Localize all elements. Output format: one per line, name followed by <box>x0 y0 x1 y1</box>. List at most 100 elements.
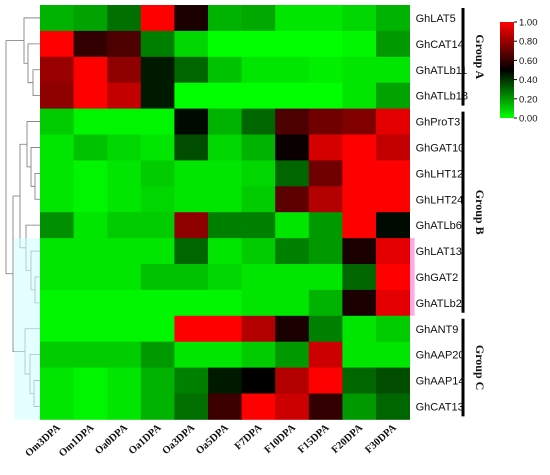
heatmap-cell <box>73 82 108 109</box>
row-label: GhLHT12 <box>416 168 464 180</box>
legend-tick-label: 0.80 <box>519 37 538 48</box>
heatmap-cell <box>208 289 242 317</box>
legend-tick-label: 1.00 <box>519 18 538 29</box>
heatmap-cell <box>241 56 276 84</box>
heatmap-cell <box>308 108 343 135</box>
heatmap-cell <box>241 212 276 239</box>
heatmap-cell <box>73 212 108 239</box>
heatmap-cell <box>107 108 142 135</box>
heatmap-cell <box>107 30 142 58</box>
column-label: F10DPA <box>263 422 299 456</box>
heatmap-cell <box>40 264 74 291</box>
heatmap-cell <box>342 238 377 265</box>
heatmap-cell <box>275 367 310 394</box>
column-label: Oa1DPA <box>127 422 164 457</box>
heatmap-cell <box>140 108 175 135</box>
heatmap-cell <box>275 108 310 135</box>
heatmap-cell <box>342 264 377 291</box>
heatmap-cell <box>342 315 377 343</box>
heatmap-cell <box>107 186 142 213</box>
heatmap-cell <box>73 315 108 343</box>
heatmap-cell <box>73 289 108 317</box>
heatmap-cell <box>376 56 410 84</box>
group-label: Group B <box>473 190 487 235</box>
heatmap-cell <box>40 134 74 161</box>
heatmap-cell <box>208 393 242 420</box>
heatmap-cell <box>275 30 310 58</box>
heatmap-cell <box>208 5 242 32</box>
heatmap-cell <box>107 264 142 291</box>
column-label: Om3DPA <box>24 422 64 459</box>
heatmap-cell <box>275 315 310 343</box>
heatmap-cell <box>308 160 343 187</box>
heatmap-cell <box>174 82 209 109</box>
heatmap-cell <box>73 393 108 420</box>
heatmap-cell <box>241 30 276 58</box>
legend-tick-label: 0.20 <box>519 94 538 105</box>
heatmap-cell <box>342 393 377 420</box>
group-label: Group A <box>473 34 487 79</box>
group-label: Group C <box>473 345 487 390</box>
column-label: Om1DPA <box>57 422 97 459</box>
heatmap-cell <box>275 82 310 109</box>
heatmap-cell <box>174 160 209 187</box>
heatmap-cell <box>140 238 175 265</box>
heatmap-cell <box>107 82 142 109</box>
heatmap-cell <box>376 160 410 187</box>
row-label: GhProT3 <box>416 117 461 129</box>
heatmap-cell <box>308 5 343 32</box>
heatmap-cell <box>342 341 377 368</box>
heatmap-cell <box>308 238 343 265</box>
heatmap-cell <box>40 289 74 317</box>
row-label: GhAAP14 <box>416 376 465 388</box>
heatmap-cell <box>241 5 276 32</box>
heatmap-cell <box>241 160 276 187</box>
heatmap-cell <box>308 341 343 368</box>
heatmap-cell <box>140 30 175 58</box>
row-label: GhATLb6 <box>416 220 462 232</box>
heatmap-cell <box>40 238 74 265</box>
heatmap-cell <box>208 212 242 239</box>
heatmap-cell <box>208 134 242 161</box>
heatmap-cell <box>376 264 410 291</box>
heatmap-cell <box>73 56 108 84</box>
heatmap-cell <box>376 315 410 343</box>
heatmap-cell <box>208 264 242 291</box>
dendrogram-branch <box>30 147 40 187</box>
heatmap-cell <box>275 264 310 291</box>
heatmap-cell <box>275 186 310 213</box>
heatmap-cell <box>140 134 175 161</box>
heatmap-cell <box>241 264 276 291</box>
heatmap-cell <box>241 289 276 317</box>
heatmap-cell <box>174 5 209 32</box>
row-label: GhLAT5 <box>416 13 456 25</box>
column-label: F20DPA <box>330 422 366 456</box>
heatmap-cell <box>241 134 276 161</box>
dendrogram-branch <box>34 172 40 200</box>
heatmap-cell <box>73 134 108 161</box>
heatmap-cell <box>308 264 343 291</box>
heatmap-cell <box>241 238 276 265</box>
heatmap-cell <box>208 82 242 109</box>
color-scale-bar <box>500 22 514 118</box>
column-label: F7DPA <box>233 422 265 452</box>
heatmap-cell <box>241 315 276 343</box>
row-label: GhLHT24 <box>416 194 464 206</box>
heatmap-cell <box>140 289 175 317</box>
heatmap-cell <box>241 82 276 109</box>
heatmap-cell <box>342 289 377 317</box>
heatmap-cell <box>73 5 108 32</box>
heatmap-cell <box>40 393 74 420</box>
row-label: GhCAT13 <box>416 401 464 413</box>
heatmap-cell <box>241 108 276 135</box>
heatmap-cell <box>174 367 209 394</box>
heatmap-cell <box>140 160 175 187</box>
heatmap-cell <box>174 315 209 343</box>
row-label: GhGAT2 <box>416 272 459 284</box>
heatmap-cell <box>241 186 276 213</box>
row-label: GhCAT14 <box>416 39 464 51</box>
row-label: GhGAT10 <box>416 142 465 154</box>
heatmap-cell <box>376 108 410 135</box>
heatmap-cell <box>342 186 377 213</box>
